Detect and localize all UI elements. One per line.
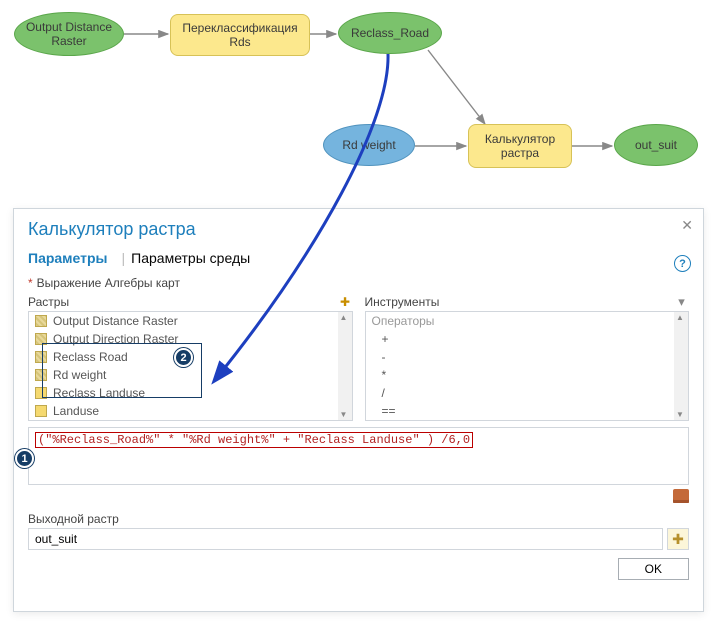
node-label: Калькуляторрастра — [485, 132, 555, 161]
list-item-label: == — [382, 404, 396, 418]
node-reclass-rds-tool[interactable]: ПереклассификацияRds — [170, 14, 310, 56]
tab-parameters[interactable]: Параметры — [28, 250, 116, 266]
list-item[interactable]: Reclass Landuse — [29, 384, 352, 402]
tab-separator: | — [122, 250, 126, 266]
node-label: ПереклассификацияRds — [182, 21, 297, 50]
list-item[interactable]: Output Distance Raster — [29, 312, 352, 330]
list-item-label: Landuse — [53, 404, 99, 418]
rasters-listbox[interactable]: Output Distance Raster Output Direction R… — [28, 311, 353, 421]
list-item-label: Reclass Road — [53, 350, 128, 364]
callout-1: 1 — [15, 449, 34, 468]
operators-header: Операторы — [366, 312, 689, 330]
ok-button[interactable]: OK — [618, 558, 689, 580]
list-item-label: Output Direction Raster — [53, 332, 178, 346]
list-item[interactable]: Rd weight — [29, 366, 352, 384]
browse-output-icon[interactable]: ✚ — [667, 528, 689, 550]
expression-text: ("%Reclass_Road%" * "%Rd weight%" + "Rec… — [35, 432, 473, 448]
raster-icon — [35, 405, 47, 417]
list-item[interactable]: * — [366, 366, 689, 384]
raster-icon — [35, 387, 47, 399]
node-out-suit[interactable]: out_suit — [614, 124, 698, 166]
expression-textarea[interactable]: ("%Reclass_Road%" * "%Rd weight%" + "Rec… — [28, 427, 689, 485]
help-icon[interactable]: ? — [674, 255, 691, 272]
tab-environment[interactable]: Параметры среды — [131, 250, 258, 266]
raster-icon — [35, 369, 47, 381]
required-star-icon: * — [28, 276, 33, 290]
list-item[interactable]: + — [366, 330, 689, 348]
flowchart: Output DistanceRaster ПереклассификацияR… — [0, 0, 717, 200]
node-output-distance-raster[interactable]: Output DistanceRaster — [14, 12, 124, 56]
help-book-icon[interactable] — [673, 489, 689, 503]
add-raster-icon[interactable]: ✚ — [338, 294, 353, 309]
list-item-label: Rd weight — [53, 368, 106, 382]
list-item[interactable]: Landuse — [29, 402, 352, 420]
list-item[interactable]: == — [366, 402, 689, 420]
node-label: Rd weight — [342, 138, 395, 152]
list-item-label: + — [382, 332, 389, 346]
node-label: Output DistanceRaster — [26, 20, 112, 49]
help-book-row — [28, 489, 689, 506]
list-item[interactable]: - — [366, 348, 689, 366]
node-reclass-road[interactable]: Reclass_Road — [338, 12, 442, 54]
output-raster-input[interactable] — [28, 528, 663, 550]
tools-listbox[interactable]: Операторы + - * / == — [365, 311, 690, 421]
close-icon[interactable]: ✕ — [681, 217, 693, 234]
tabs: Параметры | Параметры среды — [14, 244, 703, 272]
raster-calculator-dialog: ✕ Калькулятор растра Параметры | Парамет… — [13, 208, 704, 612]
tools-label: Инструменты — [365, 295, 440, 309]
raster-icon — [35, 333, 47, 345]
scrollbar[interactable] — [674, 312, 688, 420]
node-rd-weight[interactable]: Rd weight — [323, 124, 415, 166]
list-item-label: Output Distance Raster — [53, 314, 178, 328]
scrollbar[interactable] — [338, 312, 352, 420]
list-item-label: - — [382, 350, 386, 364]
list-item-label: Reclass Landuse — [53, 386, 145, 400]
rasters-label: Растры — [28, 295, 69, 309]
raster-icon — [35, 315, 47, 327]
callout-2: 2 — [174, 348, 193, 367]
output-raster-label: Выходной растр — [28, 512, 689, 526]
node-raster-calculator-tool[interactable]: Калькуляторрастра — [468, 124, 572, 168]
node-label: out_suit — [635, 138, 677, 152]
node-label: Reclass_Road — [351, 26, 429, 40]
list-item[interactable]: / — [366, 384, 689, 402]
list-item-label: / — [382, 386, 385, 400]
list-item-label: * — [382, 368, 387, 382]
expression-label: *Выражение Алгебры карт — [28, 276, 689, 290]
list-item[interactable]: Output Direction Raster — [29, 330, 352, 348]
dialog-title: Калькулятор растра — [14, 209, 703, 244]
filter-icon[interactable]: ▾ — [674, 294, 689, 309]
tools-column: Инструменты ▾ Операторы + - * / == — [365, 294, 690, 421]
raster-icon — [35, 351, 47, 363]
